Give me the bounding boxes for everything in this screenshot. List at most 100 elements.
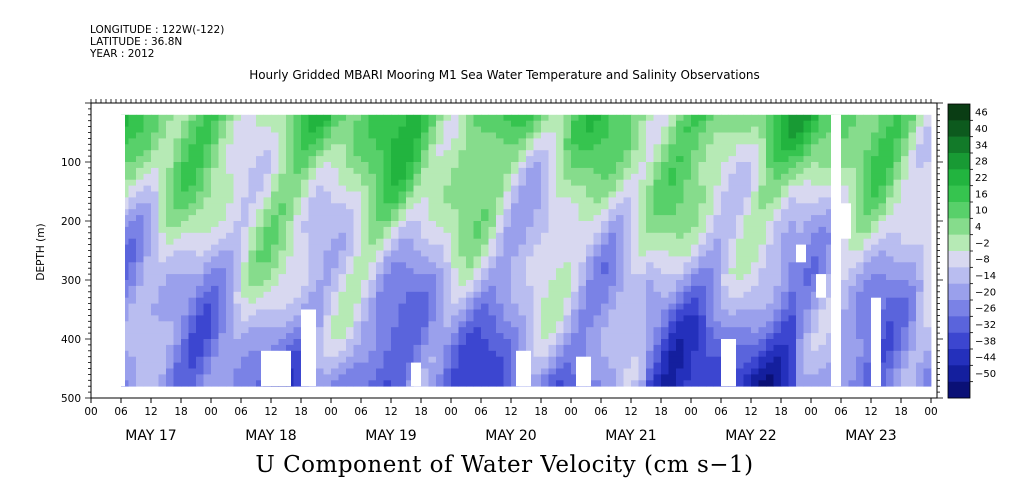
heatmap-cell: [226, 321, 234, 328]
heatmap-cell: [218, 179, 227, 186]
heatmap-cell: [271, 238, 279, 245]
heatmap-cell: [203, 185, 212, 192]
heatmap-cell: [773, 203, 782, 210]
heatmap-cell: [848, 362, 857, 369]
heatmap-cell: [511, 197, 519, 204]
heatmap-cell: [211, 297, 219, 304]
heatmap-cell: [376, 167, 384, 175]
heatmap-cell: [211, 280, 219, 287]
heatmap-cell: [893, 368, 902, 375]
heatmap-cell: [496, 374, 504, 381]
heatmap-cell: [631, 167, 639, 175]
heatmap-cell: [788, 297, 797, 304]
heatmap-cell: [676, 303, 684, 310]
heatmap-cell: [691, 226, 699, 234]
heatmap-cell: [473, 303, 482, 310]
heatmap-cell: [196, 138, 204, 145]
heatmap-cell: [668, 167, 677, 175]
heatmap-cell: [548, 327, 557, 334]
heatmap-cell: [886, 114, 894, 122]
heatmap-cell: [541, 280, 549, 287]
heatmap-cell: [428, 173, 437, 181]
heatmap-cell: [668, 215, 677, 222]
heatmap-cell: [893, 185, 902, 192]
heatmap-cell: [601, 380, 609, 387]
heatmap-cell: [196, 315, 204, 322]
heatmap-cell: [511, 256, 519, 263]
heatmap-cell: [736, 120, 744, 127]
heatmap-cell: [773, 162, 782, 169]
heatmap-cell: [143, 309, 152, 316]
missing-data-gap: [871, 297, 881, 387]
heatmap-cell: [398, 262, 407, 269]
heatmap-cell: [526, 132, 534, 139]
heatmap-cell: [413, 262, 422, 269]
heatmap-cell: [743, 350, 752, 358]
heatmap-cell: [166, 179, 174, 186]
heatmap-cell: [811, 238, 819, 245]
heatmap-cell: [211, 274, 219, 281]
heatmap-cell: [631, 291, 639, 299]
heatmap-cell: [788, 191, 797, 198]
heatmap-cell: [308, 238, 317, 245]
heatmap-cell: [293, 203, 302, 210]
heatmap-cell: [766, 114, 774, 122]
heatmap-cell: [788, 291, 797, 299]
heatmap-cell: [203, 167, 212, 175]
heatmap-cell: [751, 315, 759, 322]
heatmap-cell: [691, 303, 699, 310]
heatmap-cell: [241, 268, 249, 275]
heatmap-cell: [211, 185, 219, 192]
heatmap-cell: [151, 144, 159, 151]
heatmap-cell: [271, 262, 279, 269]
heatmap-cell: [323, 114, 332, 122]
heatmap-cell: [331, 362, 339, 369]
heatmap-cell: [766, 315, 774, 322]
heatmap-cell: [706, 274, 714, 281]
heatmap-cell: [331, 262, 339, 269]
heatmap-cell: [563, 285, 572, 293]
heatmap-cell: [218, 262, 227, 269]
heatmap-cell: [256, 339, 264, 346]
heatmap-cell: [616, 138, 624, 145]
heatmap-cell: [736, 285, 744, 293]
heatmap-cell: [361, 274, 369, 281]
heatmap-cell: [196, 179, 204, 186]
heatmap-cell: [758, 232, 767, 240]
heatmap-cell: [226, 120, 234, 127]
heatmap-cell: [128, 362, 137, 369]
heatmap-cell: [181, 321, 189, 328]
heatmap-cell: [706, 350, 714, 358]
heatmap-cell: [713, 215, 722, 222]
heatmap-cell: [188, 226, 197, 234]
heatmap-cell: [916, 339, 924, 346]
heatmap-cell: [541, 262, 549, 269]
heatmap-cell: [541, 144, 549, 151]
heatmap-cell: [803, 274, 812, 281]
heatmap-cell: [338, 215, 347, 222]
heatmap-cell: [301, 256, 309, 263]
heatmap-cell: [916, 132, 924, 139]
heatmap-cell: [541, 162, 549, 169]
heatmap-cell: [796, 285, 804, 293]
heatmap-cell: [241, 167, 249, 175]
heatmap-cell: [743, 167, 752, 175]
heatmap-cell: [653, 114, 662, 122]
heatmap-cell: [758, 315, 767, 322]
heatmap-cell: [226, 215, 234, 222]
heatmap-cell: [278, 297, 287, 304]
heatmap-cell: [841, 179, 849, 186]
heatmap-cell: [803, 350, 812, 358]
heatmap-cell: [428, 285, 437, 293]
heatmap-cell: [646, 191, 654, 198]
heatmap-cell: [863, 191, 872, 198]
heatmap-cell: [878, 238, 887, 245]
heatmap-cell: [301, 144, 309, 151]
heatmap-cell: [391, 274, 399, 281]
heatmap-cell: [368, 120, 377, 127]
heatmap-cell: [158, 344, 167, 352]
heatmap-cell: [623, 173, 632, 181]
heatmap-cell: [571, 297, 579, 304]
heatmap-cell: [278, 138, 287, 145]
heatmap-cell: [488, 232, 497, 240]
